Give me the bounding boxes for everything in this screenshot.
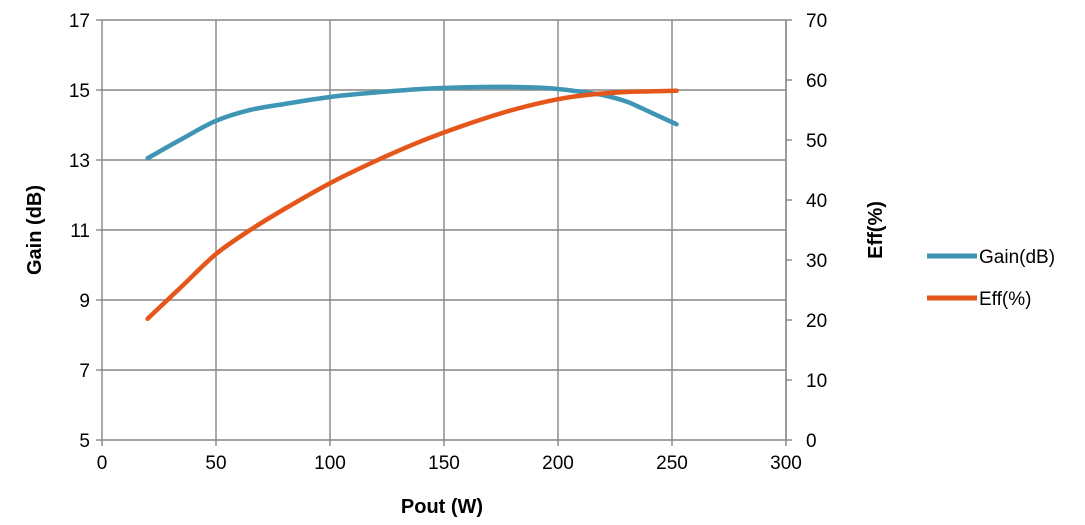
y-left-tick-label-3: 11 bbox=[70, 221, 90, 242]
y-right-tick-label-1: 10 bbox=[806, 371, 827, 392]
y-right-tick-label-3: 30 bbox=[806, 251, 827, 272]
y-right-tick-label-6: 60 bbox=[806, 71, 827, 92]
axes bbox=[96, 19, 792, 446]
y-left-axis-title: Gain (dB) bbox=[24, 185, 46, 275]
y-left-tick-label-2: 9 bbox=[79, 291, 90, 312]
x-axis-title: Pout (W) bbox=[401, 496, 483, 518]
x-tick-label-2: 100 bbox=[314, 453, 346, 474]
series-line-eff bbox=[145, 88, 679, 322]
y-left-tick-label-4: 13 bbox=[69, 151, 90, 172]
x-tick-label-3: 150 bbox=[428, 453, 460, 474]
x-tick-label-6: 300 bbox=[770, 453, 802, 474]
y-left-tick-label-6: 17 bbox=[69, 11, 90, 32]
y-right-axis-title: Eff(%) bbox=[865, 201, 887, 259]
x-tick-label-1: 50 bbox=[205, 453, 226, 474]
series-line-gain bbox=[145, 84, 679, 161]
x-tick-label-0: 0 bbox=[97, 453, 108, 474]
y-right-tick-label-2: 20 bbox=[806, 311, 827, 332]
x-tick-label-5: 250 bbox=[656, 453, 688, 474]
y-right-tick-label-7: 70 bbox=[806, 11, 827, 32]
series-lines bbox=[145, 84, 679, 322]
tick-labels: 0 50 100 150 200 250 300 5 7 9 11 13 15 17 0 10 20 30 40 50… bbox=[69, 11, 827, 474]
y-left-tick-label-1: 7 bbox=[79, 361, 90, 382]
legend-label-eff: Eff(%) bbox=[979, 289, 1031, 310]
x-tick-label-4: 200 bbox=[542, 453, 574, 474]
legend-label-gain: Gain(dB) bbox=[979, 247, 1055, 268]
grid bbox=[102, 19, 787, 440]
y-right-tick-label-5: 50 bbox=[806, 131, 827, 152]
y-left-tick-label-5: 15 bbox=[69, 81, 90, 102]
y-right-tick-label-0: 0 bbox=[806, 431, 817, 452]
y-left-tick-label-0: 5 bbox=[79, 431, 90, 452]
y-right-tick-label-4: 40 bbox=[806, 191, 827, 212]
legend: Gain(dB) Eff(%) bbox=[927, 247, 1055, 310]
